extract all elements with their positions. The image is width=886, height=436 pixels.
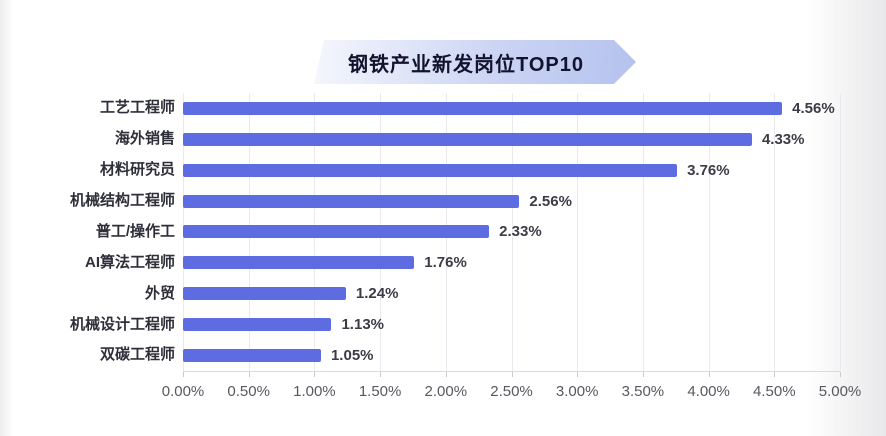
- tick-mark: [642, 372, 644, 377]
- category-label: 材料研究员: [99, 161, 175, 179]
- x-tick-label: 1.50%: [358, 383, 402, 400]
- category-label: 机械设计工程师: [69, 315, 175, 333]
- tick-mark: [511, 372, 513, 377]
- gridline: [642, 93, 644, 371]
- chart-title: 钢铁产业新发岗位TOP10: [348, 53, 584, 76]
- gridline: [577, 93, 579, 371]
- bar-row: AI算法工程师 1.76%: [85, 254, 840, 272]
- category-label: AI算法工程师: [84, 253, 175, 271]
- x-axis: 0.00% 0.50% 1.00% 1.50% 2.00% 2.50% 3.00% 3.50%…: [162, 371, 861, 408]
- value-label: 1.05%: [330, 346, 374, 364]
- bar: [183, 194, 520, 208]
- bar-row: 工艺工程师 4.56%: [100, 99, 840, 117]
- gridline: [511, 93, 513, 371]
- bar-row: 材料研究员 3.76%: [100, 161, 840, 179]
- x-tick-label: 5.00%: [818, 383, 862, 400]
- category-label: 普工/操作工: [95, 222, 175, 240]
- x-tick-label: 0.00%: [161, 383, 205, 400]
- value-label: 2.33%: [499, 223, 542, 241]
- bar-row: 海外销售 4.33%: [115, 130, 840, 148]
- bar-rows: 工艺工程师 4.56% 海外销售 4.33% 材料研究员 3.76% 机械结构工程师 2.56…: [70, 93, 840, 371]
- bar-row: 双碳工程师 1.05%: [100, 346, 840, 364]
- bar-chart: 工艺工程师 4.56% 海外销售 4.33% 材料研究员 3.76% 机械结构工程师 2.56…: [70, 93, 861, 408]
- value-label: 1.76%: [424, 254, 467, 272]
- tick-mark: [708, 372, 710, 377]
- category-label: 双碳工程师: [99, 346, 175, 364]
- value-label: 1.13%: [341, 316, 385, 334]
- x-tick-label: 1.00%: [293, 383, 336, 400]
- value-label: 2.56%: [529, 192, 572, 210]
- value-label: 3.76%: [687, 161, 730, 179]
- bar: [183, 287, 346, 301]
- tick-mark: [380, 372, 382, 377]
- bar-row: 普工/操作工 2.33%: [96, 223, 840, 241]
- bar: [183, 132, 752, 146]
- value-label: 1.24%: [355, 285, 399, 303]
- x-tick-label: 3.50%: [621, 383, 665, 400]
- gridline: [708, 93, 710, 371]
- tick-mark: [774, 372, 776, 377]
- bar: [183, 318, 332, 332]
- x-tick-label: 0.50%: [227, 383, 270, 400]
- x-tick-label: 4.00%: [687, 383, 730, 400]
- bar: [183, 256, 415, 270]
- bar: [183, 163, 678, 177]
- x-tick-label: 4.50%: [753, 383, 796, 400]
- tick-mark: [840, 372, 841, 377]
- gridline: [840, 93, 841, 371]
- tick-mark: [314, 372, 316, 377]
- bar-row: 机械设计工程师 1.13%: [70, 316, 840, 334]
- value-label: 4.56%: [792, 99, 835, 117]
- category-label: 海外销售: [114, 130, 175, 148]
- category-label: 外贸: [144, 284, 175, 302]
- tick-mark: [183, 372, 184, 377]
- value-label: 4.33%: [761, 130, 805, 148]
- x-tick-label: 3.00%: [555, 383, 599, 400]
- bar: [183, 101, 783, 115]
- tick-mark: [577, 372, 579, 377]
- tick-mark: [445, 372, 447, 377]
- bar: [183, 348, 321, 362]
- bar: [183, 225, 490, 239]
- plot-area: 工艺工程师 4.56% 海外销售 4.33% 材料研究员 3.76% 机械结构工程师 2.56…: [70, 93, 841, 371]
- category-label: 工艺工程师: [99, 99, 175, 117]
- x-tick-label: 2.50%: [490, 383, 533, 400]
- gridline: [774, 93, 776, 371]
- bar-row: 外贸 1.24%: [145, 285, 840, 303]
- title-banner: 钢铁产业新发岗位TOP10: [314, 40, 636, 84]
- category-label: 机械结构工程师: [69, 192, 175, 210]
- tick-mark: [248, 372, 250, 377]
- bar-row: 机械结构工程师 2.56%: [70, 192, 840, 210]
- x-tick-label: 2.00%: [424, 383, 468, 400]
